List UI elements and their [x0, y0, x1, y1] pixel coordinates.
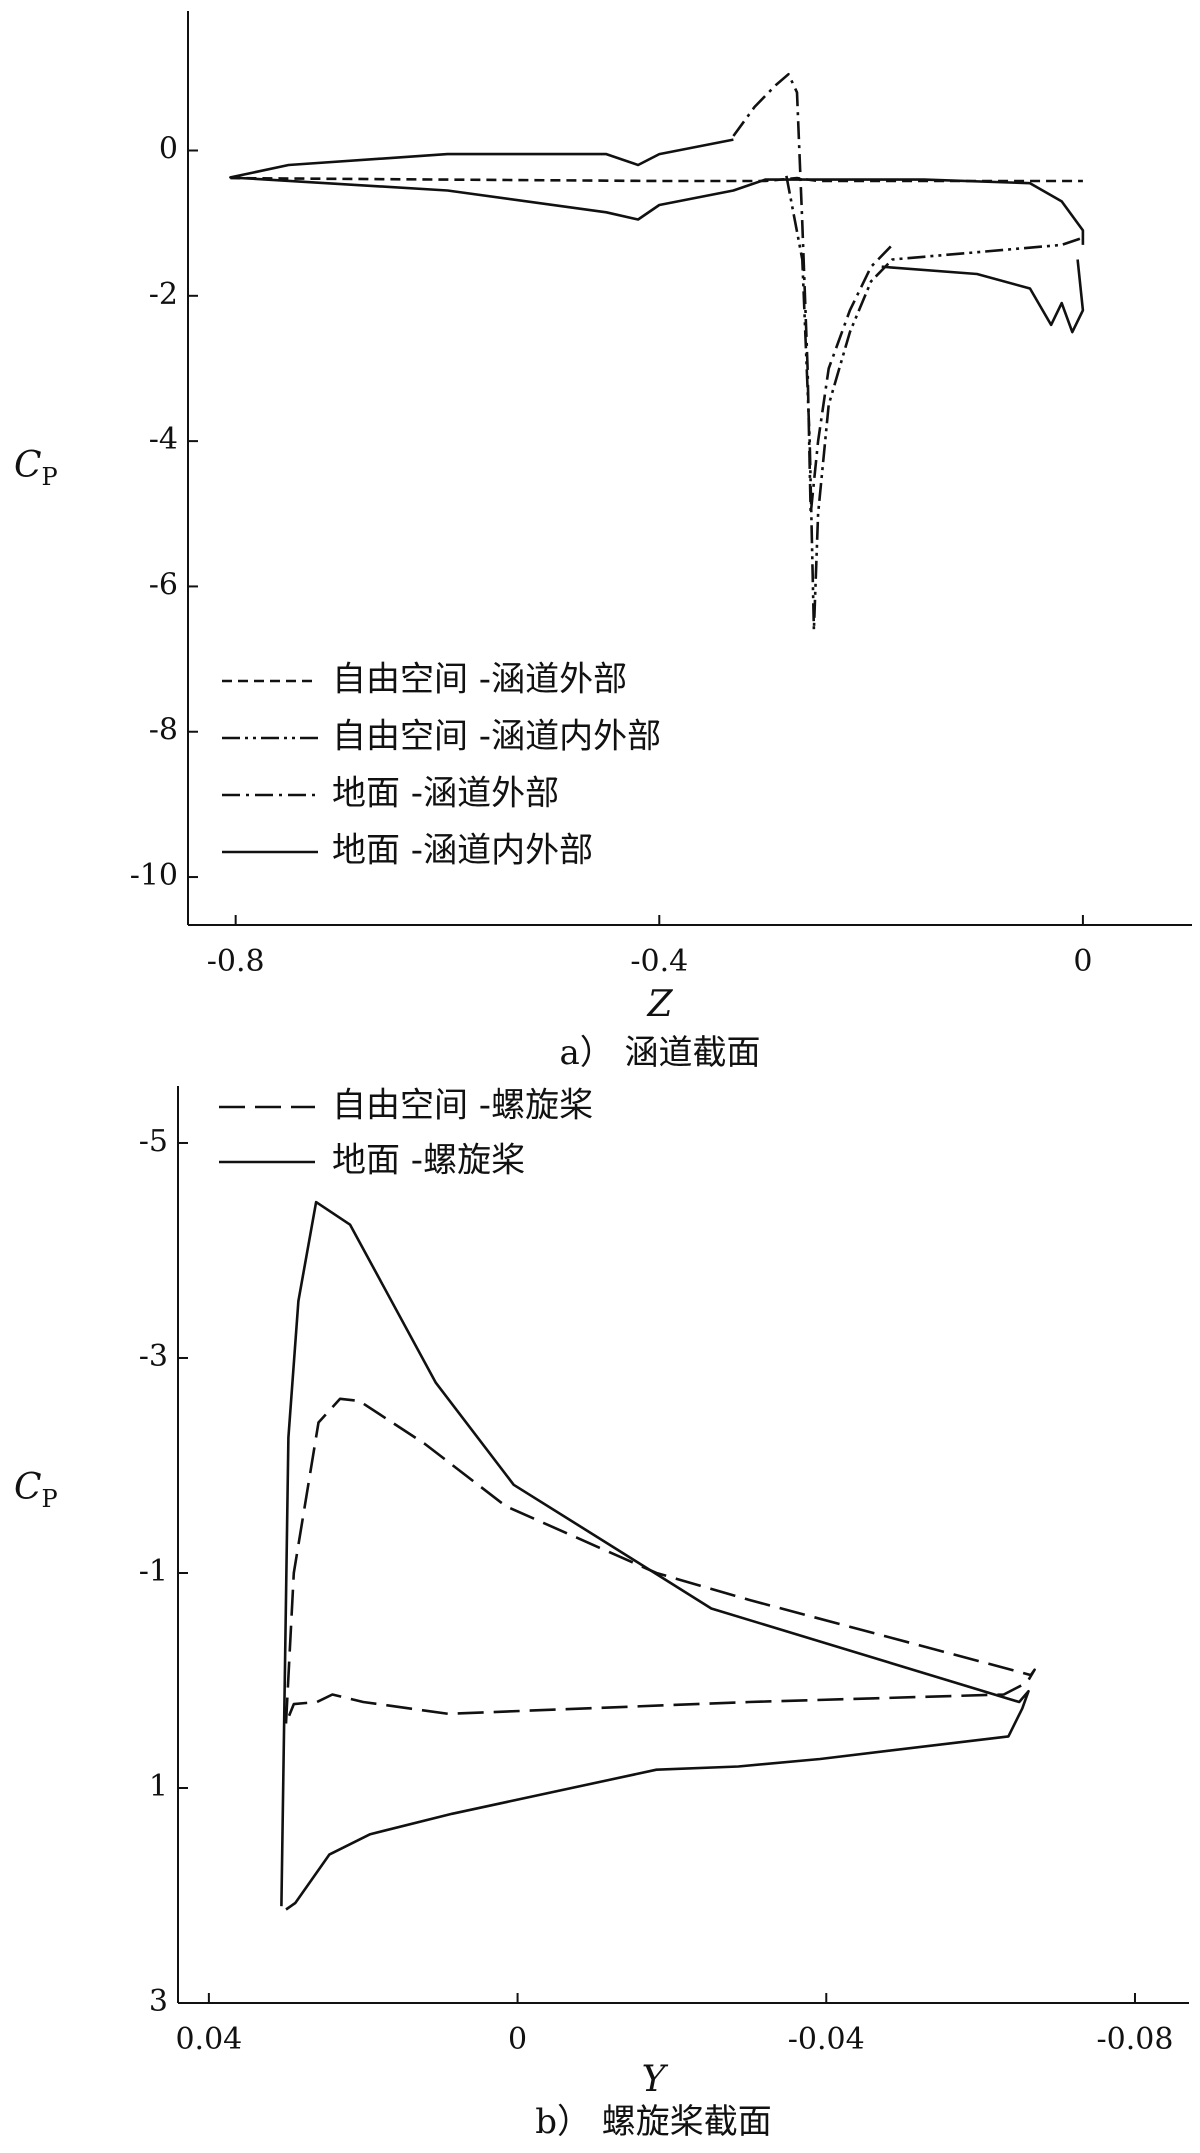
y-tick-label: -3	[139, 1339, 168, 1374]
y-tick-label: -1	[139, 1554, 168, 1589]
legend-label: 地面 -螺旋桨	[332, 1141, 525, 1181]
y-tick-label: -5	[139, 1124, 168, 1159]
series-line	[785, 175, 1084, 632]
y-axis-label: CP	[14, 445, 58, 491]
x-tick-label: -0.04	[788, 2022, 865, 2057]
y-tick-label: -6	[149, 567, 178, 602]
x-axis-label: Z	[646, 984, 673, 1025]
series-line	[284, 1397, 1036, 1724]
y-tick-label: 0	[159, 131, 178, 166]
x-axis-label: Y	[642, 2059, 669, 2100]
x-tick-label: 0	[1073, 944, 1092, 979]
x-tick-label: -0.4	[630, 944, 688, 979]
x-tick-label: 0.04	[175, 2022, 242, 2057]
legend-label: 自由空间 -涵道内外部	[332, 717, 661, 757]
x-tick-label: -0.08	[1097, 2022, 1174, 2057]
y-axis-label-main: C	[14, 445, 42, 486]
y-tick-label: -2	[149, 277, 178, 312]
legend-label: 地面 -涵道内外部	[332, 831, 593, 871]
y-tick-label: 1	[149, 1769, 168, 1804]
legend-label: 地面 -涵道外部	[332, 774, 559, 814]
y-axis-label-sub: P	[42, 463, 58, 491]
caption: a） 涵道截面	[559, 1033, 760, 1073]
y-tick-label: 3	[149, 1984, 168, 2019]
legend-label: 自由空间 -涵道外部	[332, 660, 627, 700]
y-axis-label-main: C	[14, 1467, 42, 1508]
y-tick-label: -4	[149, 422, 178, 457]
series-line	[229, 138, 1085, 334]
series-line	[280, 1200, 1030, 1911]
x-tick-label: -0.8	[207, 944, 265, 979]
y-axis-label-sub: P	[42, 1485, 58, 1513]
y-tick-label: -10	[130, 858, 178, 893]
series-line	[732, 72, 894, 516]
caption: b） 螺旋桨截面	[535, 2102, 772, 2142]
y-tick-label: -8	[149, 713, 178, 748]
x-tick-label: 0	[508, 2022, 527, 2057]
y-axis-label: CP	[14, 1467, 58, 1513]
legend-label: 自由空间 -螺旋桨	[332, 1086, 593, 1126]
